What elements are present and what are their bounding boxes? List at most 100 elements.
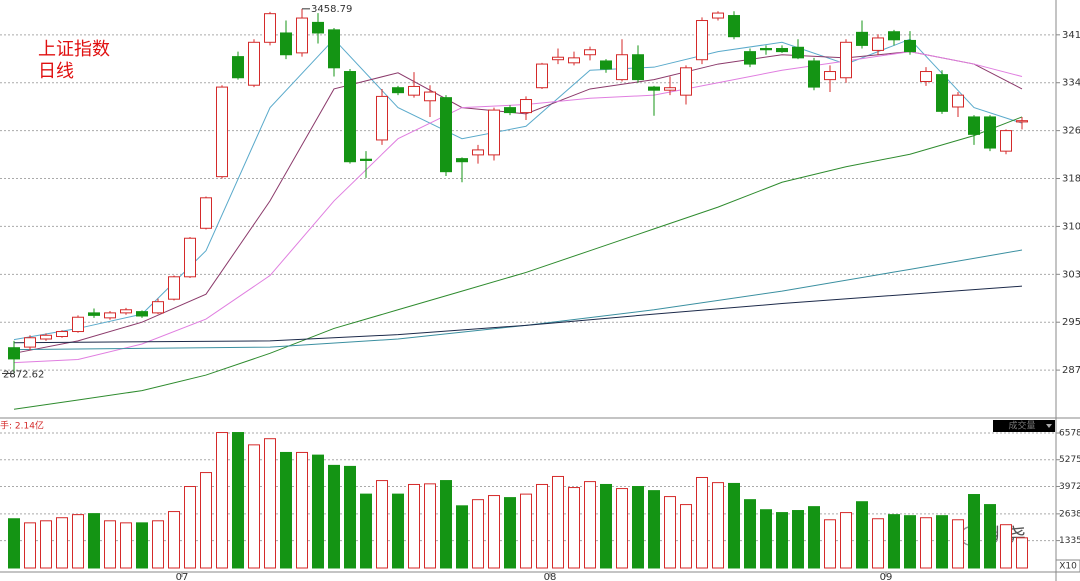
candle-body bbox=[72, 316, 84, 333]
candle-body bbox=[824, 71, 836, 81]
volume-bar bbox=[56, 517, 68, 569]
volume-bar bbox=[248, 444, 260, 569]
candle-body bbox=[952, 94, 964, 108]
candle-body bbox=[296, 17, 308, 54]
volume-bar bbox=[312, 454, 324, 569]
candle-body bbox=[392, 87, 404, 94]
volume-bar bbox=[168, 511, 180, 569]
candle-body bbox=[680, 67, 692, 96]
candle-body bbox=[920, 71, 932, 82]
candle-body bbox=[568, 57, 580, 64]
candle-body bbox=[232, 56, 244, 79]
candle-body bbox=[360, 158, 372, 161]
candle-body bbox=[696, 20, 708, 61]
volume-bar bbox=[424, 483, 436, 569]
candle-body bbox=[456, 158, 468, 163]
volume-bar bbox=[88, 513, 100, 569]
candle-body bbox=[536, 63, 548, 89]
volume-y-tick-label: 2638 bbox=[1059, 509, 1080, 519]
volume-bar bbox=[280, 451, 292, 569]
candle-body bbox=[648, 86, 660, 91]
volume-bar bbox=[1000, 524, 1012, 569]
candle-body bbox=[584, 49, 596, 56]
volume-bar bbox=[200, 472, 212, 569]
candle-body bbox=[632, 54, 644, 81]
volume-bar bbox=[888, 514, 900, 569]
candle-body bbox=[664, 87, 676, 91]
volume-bar bbox=[920, 517, 932, 569]
candle-body bbox=[8, 347, 20, 360]
candle-body bbox=[104, 312, 116, 319]
volume-bar bbox=[744, 499, 756, 569]
volume-bar bbox=[696, 476, 708, 569]
volume-bar bbox=[952, 519, 964, 569]
volume-bar bbox=[360, 493, 372, 569]
candle-body bbox=[904, 39, 916, 53]
candle-body bbox=[792, 46, 804, 59]
candle-body bbox=[328, 29, 340, 69]
candle-body bbox=[760, 48, 772, 51]
dropdown-arrow[interactable] bbox=[1046, 424, 1052, 428]
candle-body bbox=[488, 109, 500, 156]
candle-body bbox=[1016, 120, 1028, 123]
candle-body bbox=[936, 74, 948, 112]
volume-bar bbox=[520, 493, 532, 569]
volume-bar bbox=[456, 505, 468, 569]
volume-unit: X10 bbox=[1059, 562, 1077, 572]
candle-body bbox=[280, 32, 292, 56]
volume-bar bbox=[968, 494, 980, 569]
volume-y-tick-label: 3972 bbox=[1059, 482, 1080, 492]
volume-y-tick-label: 1335 bbox=[1059, 536, 1080, 546]
y-tick-label: 3340 bbox=[1062, 78, 1080, 89]
candle-body bbox=[520, 99, 532, 114]
volume-bar bbox=[808, 506, 820, 569]
unit-box bbox=[1055, 559, 1080, 573]
volume-bar bbox=[824, 519, 836, 569]
volume-bar bbox=[856, 501, 868, 569]
volume-bar bbox=[648, 490, 660, 569]
candle-body bbox=[152, 301, 164, 314]
volume-title[interactable]: 成交量 bbox=[1008, 420, 1035, 432]
volume-bar bbox=[232, 432, 244, 569]
candle-body bbox=[872, 37, 884, 51]
volume-y-tick-label: 6578 bbox=[1059, 428, 1080, 438]
candle-body bbox=[376, 95, 388, 141]
volume-bar bbox=[216, 432, 228, 569]
volume-bar bbox=[392, 493, 404, 569]
candle-body bbox=[440, 97, 452, 173]
candle-body bbox=[200, 197, 212, 229]
volume-bar bbox=[40, 520, 52, 569]
candle-body bbox=[712, 12, 724, 19]
chart-subtitle: 日线 bbox=[38, 61, 74, 82]
candle-body bbox=[40, 334, 52, 340]
x-tick-label: 07 bbox=[176, 572, 189, 581]
volume-bar bbox=[24, 522, 36, 569]
candle-body bbox=[424, 91, 436, 102]
candle-body bbox=[120, 309, 132, 314]
chart-title: 上证指数 bbox=[38, 39, 110, 60]
candle-body bbox=[888, 31, 900, 41]
candle-body bbox=[216, 86, 228, 178]
volume-bar bbox=[8, 518, 20, 569]
candle-body bbox=[264, 13, 276, 43]
volume-bar bbox=[984, 504, 996, 569]
ma-line bbox=[13, 116, 1023, 410]
candle-body bbox=[168, 276, 180, 300]
y-tick-label: 3109 bbox=[1062, 221, 1080, 232]
volume-bar bbox=[552, 475, 564, 569]
candle-body bbox=[408, 85, 420, 96]
candle-body bbox=[184, 237, 196, 278]
volume-bar bbox=[904, 515, 916, 569]
candle-body bbox=[1000, 130, 1012, 152]
candle-body bbox=[744, 51, 756, 65]
volume-bar bbox=[344, 465, 356, 569]
candle-body bbox=[600, 60, 612, 70]
candle-body bbox=[88, 312, 100, 316]
volume-bar bbox=[408, 483, 420, 569]
volume-bar bbox=[472, 499, 484, 569]
volume-bar bbox=[296, 451, 308, 569]
candle-body bbox=[776, 48, 788, 53]
volume-bar bbox=[760, 509, 772, 569]
